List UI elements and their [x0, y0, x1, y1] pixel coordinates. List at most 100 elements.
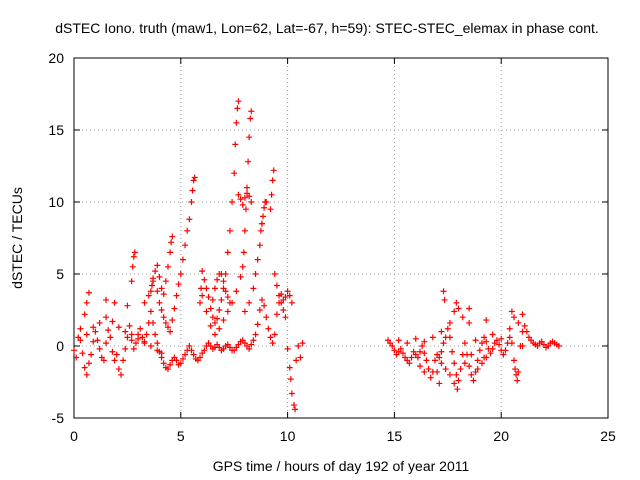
data-point	[446, 371, 453, 378]
data-point	[431, 357, 438, 364]
y-tick-label: 10	[48, 194, 64, 210]
data-point	[466, 305, 473, 312]
data-point	[209, 314, 216, 321]
data-point	[90, 324, 97, 331]
data-point	[506, 334, 513, 341]
data-point	[252, 331, 259, 338]
data-point	[173, 292, 180, 299]
data-point	[169, 317, 176, 324]
data-point	[429, 334, 436, 341]
data-point	[145, 292, 152, 299]
y-tick-label: 5	[56, 266, 64, 282]
data-point	[226, 227, 233, 234]
data-point	[201, 347, 208, 354]
data-point	[105, 327, 112, 334]
data-point	[282, 294, 289, 301]
y-axis: -5 0 5 10 15 20	[48, 50, 608, 426]
data-point	[128, 278, 135, 285]
data-point	[240, 249, 247, 256]
data-point	[421, 368, 428, 375]
data-point	[211, 331, 218, 338]
data-point	[391, 347, 398, 354]
data-point	[287, 376, 294, 383]
data-point	[455, 377, 462, 384]
data-point	[246, 345, 253, 352]
data-point	[237, 196, 244, 203]
data-point	[167, 249, 174, 256]
y-tick-label: 15	[48, 122, 64, 138]
data-point	[162, 319, 169, 326]
data-point	[278, 299, 285, 306]
data-point	[483, 317, 490, 324]
data-point	[235, 191, 242, 198]
data-point	[71, 347, 77, 354]
data-point	[186, 216, 193, 223]
data-point	[191, 174, 198, 181]
data-point	[512, 366, 519, 373]
data-point	[158, 350, 165, 357]
data-point	[256, 307, 263, 313]
data-point	[150, 275, 157, 282]
data-point	[260, 213, 267, 220]
data-point	[171, 305, 178, 312]
data-point	[220, 317, 227, 324]
data-point	[288, 299, 295, 306]
data-point	[511, 357, 518, 364]
data-points	[71, 98, 562, 413]
data-point	[150, 319, 157, 326]
data-point	[506, 325, 513, 332]
data-point	[190, 177, 197, 184]
data-point	[399, 350, 406, 357]
data-point	[261, 302, 268, 309]
data-point	[483, 338, 490, 345]
data-point	[442, 366, 449, 373]
data-point	[83, 299, 90, 306]
data-point	[239, 201, 246, 208]
data-point	[85, 360, 92, 367]
data-point	[436, 380, 443, 387]
data-point	[453, 371, 460, 378]
data-point	[224, 249, 231, 256]
data-point	[184, 227, 191, 234]
data-point	[461, 340, 468, 347]
data-point	[158, 285, 165, 292]
data-point	[128, 337, 135, 344]
data-point	[214, 315, 221, 322]
data-point	[286, 292, 293, 299]
data-point	[425, 366, 432, 373]
data-point	[395, 337, 402, 344]
data-point	[263, 199, 270, 205]
data-point	[246, 134, 253, 141]
data-point	[248, 108, 255, 115]
x-tick-label: 20	[493, 428, 509, 444]
data-point	[271, 271, 278, 277]
data-point	[241, 194, 248, 201]
data-point	[514, 377, 521, 384]
data-point	[299, 340, 306, 347]
data-point	[555, 343, 562, 349]
data-point	[421, 338, 428, 345]
data-point	[246, 299, 253, 306]
data-point	[258, 220, 265, 227]
data-point	[508, 340, 515, 347]
data-point	[461, 360, 468, 367]
data-point	[173, 357, 180, 364]
data-point	[237, 273, 244, 280]
data-point	[519, 343, 526, 349]
data-point	[468, 371, 475, 378]
x-axis-label: GPS time / hours of day 192 of year 2011	[213, 458, 470, 474]
data-point	[478, 340, 485, 347]
data-point	[88, 351, 95, 358]
data-point	[489, 331, 496, 338]
data-point	[167, 328, 174, 335]
data-point	[120, 357, 127, 364]
data-point	[207, 322, 214, 329]
data-point	[453, 299, 460, 306]
data-point	[139, 334, 146, 341]
data-point	[164, 366, 171, 373]
data-point	[111, 299, 118, 306]
data-point	[269, 177, 276, 184]
data-point	[103, 314, 110, 321]
data-point	[113, 351, 120, 358]
